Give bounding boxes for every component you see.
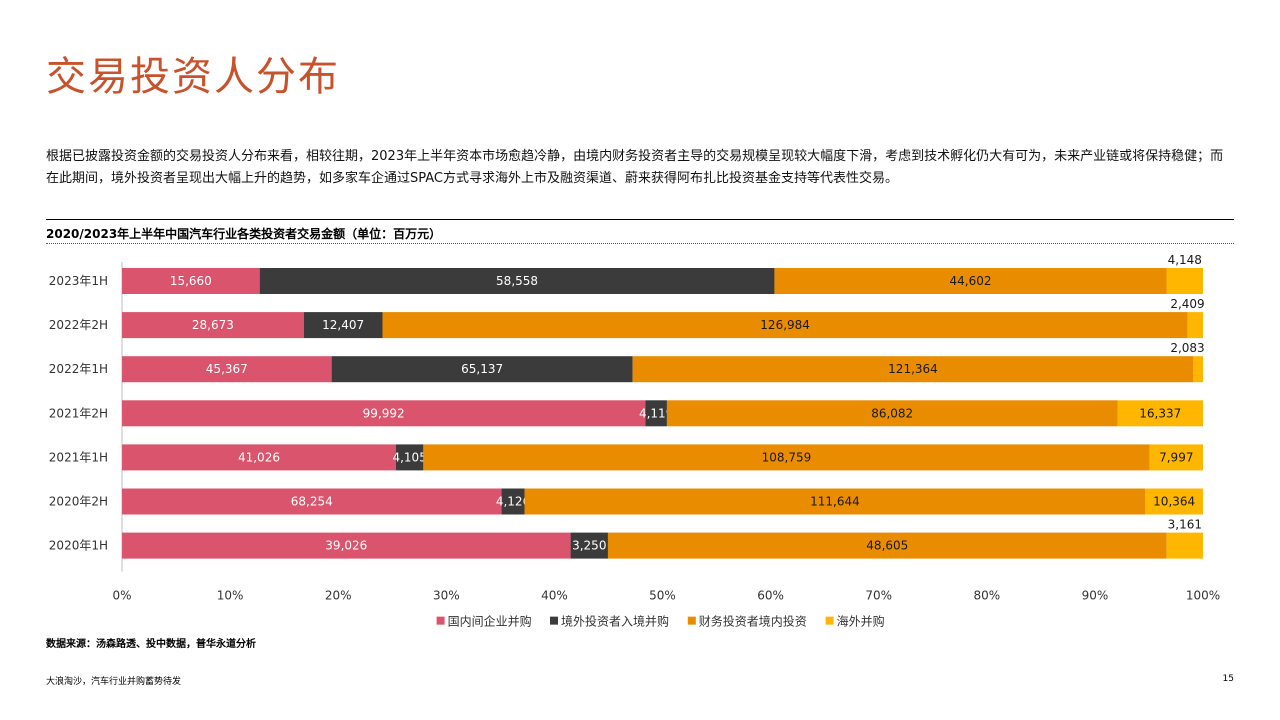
data-label: 4,148 <box>1168 253 1202 267</box>
legend-swatch <box>687 616 696 625</box>
footer-report-title: 大浪淘沙，汽车行业并购蓄势待发 <box>46 677 182 687</box>
bar-segment <box>666 400 1118 427</box>
bar-segment <box>122 268 260 294</box>
bar-segment <box>632 356 1194 383</box>
data-label: 4,119 <box>639 406 673 420</box>
category-label: 2022年2H <box>49 318 108 332</box>
legend-swatch <box>550 616 558 625</box>
bar-segment <box>645 400 667 427</box>
x-tick-label: 70% <box>865 589 892 603</box>
data-label: 12,407 <box>322 318 364 332</box>
category-label: 2020年1H <box>49 539 108 553</box>
data-label: 28,673 <box>192 318 234 332</box>
bar-segment <box>395 444 424 471</box>
bar-segment <box>122 356 332 383</box>
page-number: 15 <box>1222 674 1234 684</box>
bar-segment <box>382 312 1188 339</box>
page-title: 交易投资人分布 <box>46 54 340 100</box>
data-label: 48,605 <box>866 539 908 553</box>
stacked-bar-chart: 2023年1H 15,660 58,558 44,602 4,148 2022年2H 28,… <box>49 253 1220 629</box>
x-tick-label: 50% <box>649 589 676 603</box>
x-tick-label: 30% <box>433 589 460 603</box>
bar-segment <box>122 400 646 427</box>
bar-segment <box>259 268 775 294</box>
data-label: 3,250 <box>572 539 606 553</box>
category-label: 2021年2H <box>49 406 108 420</box>
data-label: 4,126 <box>496 495 530 509</box>
data-label: 58,558 <box>496 274 538 288</box>
category-label: 2023年1H <box>49 274 108 288</box>
legend-swatch <box>825 616 834 625</box>
legend-label: 境外投资者入境并购 <box>561 614 669 629</box>
chart-top-rule <box>46 219 1234 220</box>
bar-segment <box>774 268 1167 294</box>
legend-swatch <box>436 616 445 625</box>
legend-label: 海外并购 <box>837 614 885 629</box>
bar-segment <box>1187 312 1203 339</box>
data-label: 7,997 <box>1159 450 1193 464</box>
bar-segment <box>331 356 633 383</box>
bar-segment <box>524 488 1146 515</box>
bar-segment <box>303 312 383 339</box>
intro-paragraph: 根据已披露投资金额的交易投资人分布来看，相较往期，2023年上半年资本市场愈趋冷… <box>46 149 1224 186</box>
data-label: 44,602 <box>949 274 991 288</box>
x-tick-label: 100% <box>1186 589 1220 603</box>
bar-segment <box>122 532 571 559</box>
data-label: 111,644 <box>810 495 860 509</box>
bar-segment <box>1145 488 1203 515</box>
data-label: 121,364 <box>888 362 938 376</box>
bar-segment <box>1149 444 1203 471</box>
data-label: 10,364 <box>1153 495 1195 509</box>
data-label: 99,992 <box>363 406 405 420</box>
bar-segment <box>1166 268 1203 294</box>
bar-segment <box>423 444 1150 471</box>
x-tick-label: 20% <box>325 589 352 603</box>
data-label: 4,105 <box>392 450 426 464</box>
x-tick-label: 90% <box>1082 589 1109 603</box>
x-tick-label: 60% <box>757 589 784 603</box>
bar-segment <box>501 488 525 515</box>
data-label: 86,082 <box>871 406 913 420</box>
bar-segment <box>122 488 502 515</box>
bar-segment <box>122 444 396 471</box>
data-label: 15,660 <box>170 274 212 288</box>
category-label: 2021年1H <box>49 450 108 464</box>
category-label: 2020年2H <box>49 495 108 509</box>
x-tick-label: 0% <box>112 589 131 603</box>
data-label: 126,984 <box>760 318 810 332</box>
data-label: 41,026 <box>238 450 280 464</box>
legend-label: 国内间企业并购 <box>448 614 532 629</box>
data-label: 3,161 <box>1168 518 1202 532</box>
data-label: 2,083 <box>1170 341 1204 355</box>
chart-title-divider <box>46 243 1234 244</box>
data-label: 39,026 <box>325 539 367 553</box>
bar-segment <box>1117 400 1203 427</box>
data-label: 16,337 <box>1139 406 1181 420</box>
data-label: 108,759 <box>762 450 812 464</box>
bar-segment <box>1193 356 1203 383</box>
bar-segment <box>607 532 1167 559</box>
x-tick-label: 10% <box>217 589 244 603</box>
data-source: 数据来源：汤森路透、投中数据，普华永道分析 <box>46 639 256 650</box>
data-label: 65,137 <box>461 362 503 376</box>
category-label: 2022年1H <box>49 362 108 376</box>
x-tick-label: 40% <box>541 589 568 603</box>
bar-segment <box>1166 532 1203 559</box>
data-label: 2,409 <box>1170 297 1204 311</box>
legend-label: 财务投资者境内投资 <box>699 614 807 629</box>
bar-segment <box>122 312 304 339</box>
data-label: 45,367 <box>206 362 248 376</box>
data-label: 68,254 <box>291 495 333 509</box>
bar-segment <box>570 532 608 559</box>
x-tick-label: 80% <box>973 589 1000 603</box>
chart-title: 2020/2023年上半年中国汽车行业各类投资者交易金额（单位：百万元） <box>46 227 442 241</box>
